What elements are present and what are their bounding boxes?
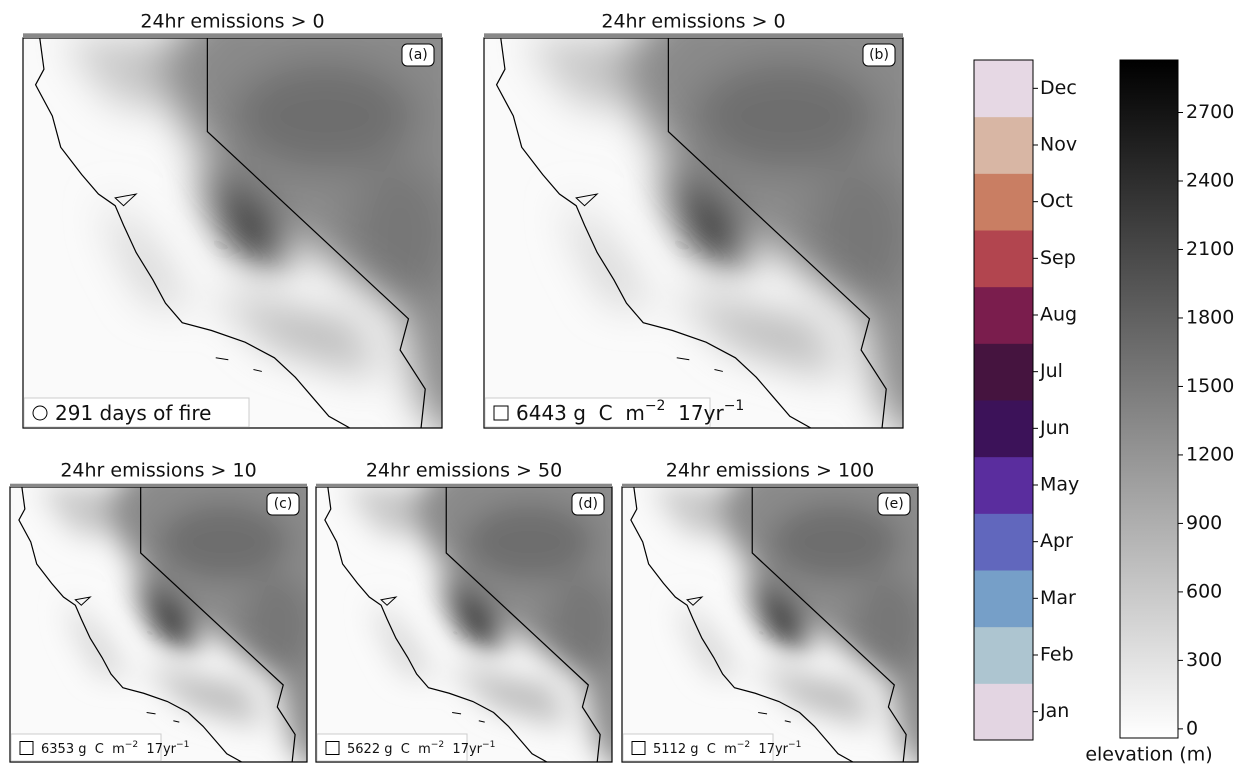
elevation-tick-label: 0 [1186,717,1198,739]
month-swatch [974,60,1033,117]
map-panel: 24hr emissions > 0 (b) 6443 g C m−2 17yr−1 [484,0,945,467]
elevation-tick-label: 2100 [1186,238,1234,260]
legend-text-part: 5622 g C m [347,742,431,757]
legend-text: 6443 g C m−2 17yr−1 [516,398,744,425]
panel-title: 24hr emissions > 0 [140,11,324,33]
panel-label: (e) [884,496,904,512]
figure: 24hr emissions > 0(a)291 days of fire24h… [0,0,1244,765]
month-label: Jan [1039,700,1069,722]
elevation-colorbar [1120,60,1178,738]
month-label: Dec [1040,77,1077,99]
month-label: Jun [1039,417,1070,439]
panel-title: 24hr emissions > 50 [366,460,562,482]
month-label: Oct [1040,190,1073,212]
panel-label: (c) [274,496,293,512]
legend-text-part: 17yr [138,742,177,757]
month-label: Jul [1039,360,1063,382]
legend-superscript: −1 [482,739,495,749]
map-panel: 24hr emissions > 0 (a) 291 days of fire [23,0,484,467]
elevation-tick-label: 1200 [1186,443,1234,465]
month-label: May [1040,474,1079,496]
elevation-tick-label: 600 [1186,580,1222,602]
legend-text-part: 17yr [444,742,483,757]
map-background [23,0,484,467]
map-panel: 24hr emissions > 100 (e) 5112 g C m−2 17yr… [622,460,948,765]
panel-label: (b) [869,47,889,63]
month-label: Nov [1040,134,1077,156]
legend-text-part: 5112 g C m [653,742,737,757]
legend-text: 5112 g C m−2 17yr−1 [653,739,801,756]
month-label: Sep [1040,247,1076,269]
map-panel: 24hr emissions > 50 (d) 5622 g C m−2 17yr−… [316,460,642,765]
panel-title: 24hr emissions > 0 [601,11,785,33]
legend-text: 291 days of fire [55,401,211,425]
legend-text-part: 6443 g C m [516,401,645,425]
month-swatch [974,513,1033,570]
elevation-tick-label: 1800 [1186,306,1234,328]
legend-text: 5622 g C m−2 17yr−1 [347,739,495,756]
map-background [484,0,945,467]
legend-superscript: −2 [737,739,750,749]
elevation-tick-label: 2700 [1186,101,1234,123]
legend-superscript: −2 [125,739,138,749]
panel-title: 24hr emissions > 10 [60,460,256,482]
panel-title: 24hr emissions > 100 [666,460,874,482]
month-swatch [974,173,1033,230]
month-label: Aug [1040,304,1077,326]
elevation-tick-label: 2400 [1186,169,1234,191]
month-swatch [974,400,1033,457]
month-swatch [974,570,1033,627]
legend-text-part: 291 days of fire [55,401,211,425]
panel-label: (a) [408,47,428,63]
month-label: Apr [1040,530,1073,552]
panel-label: (d) [578,496,598,512]
month-swatch [974,457,1033,514]
legend-text-part: 17yr [750,742,789,757]
legend-superscript: −1 [176,739,189,749]
elevation-tick-label: 1500 [1186,375,1234,397]
month-swatch [974,287,1033,344]
month-label: Feb [1040,644,1074,666]
elevation-axis-label: elevation (m) [1085,744,1212,765]
legend-text-part: 17yr [665,401,724,425]
month-label: Mar [1040,587,1076,609]
legend-superscript: −2 [645,398,666,414]
month-swatch [974,230,1033,287]
elevation-tick-label: 300 [1186,649,1222,671]
month-swatch [974,343,1033,400]
map-panel: 24hr emissions > 10 (c) 6353 g C m−2 17yr−… [10,460,337,765]
legend-text: 6353 g C m−2 17yr−1 [41,739,189,756]
month-swatch [974,117,1033,174]
legend-superscript: −2 [431,739,444,749]
elevation-tick-label: 900 [1186,512,1222,534]
month-swatch [974,683,1033,740]
legend-superscript: −1 [788,739,801,749]
legend-text-part: 6353 g C m [41,742,125,757]
legend-superscript: −1 [724,398,745,414]
month-swatch [974,627,1033,684]
